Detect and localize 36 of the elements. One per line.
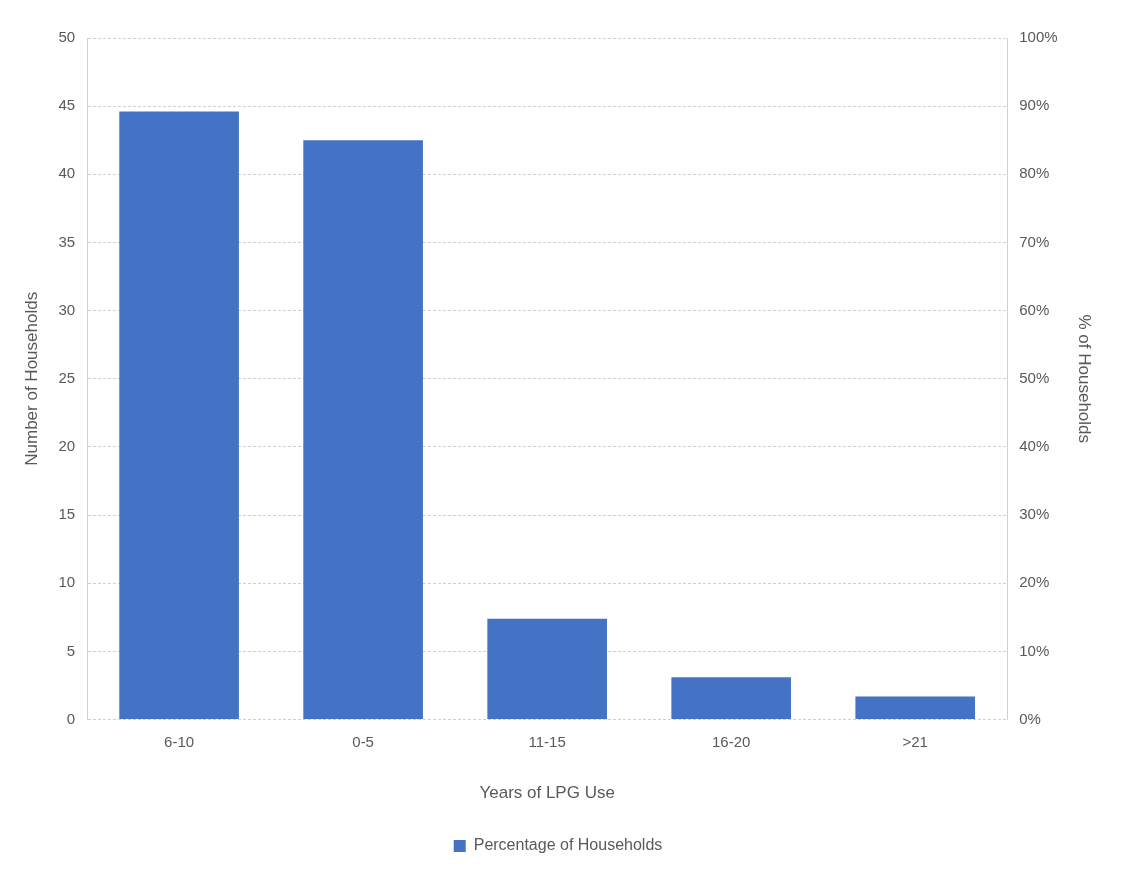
bar (119, 111, 239, 720)
y-tick-label: 5 (66, 641, 76, 659)
y2-tick-label: 40% (1019, 437, 1050, 455)
legend-label: Percentage of Households (473, 836, 663, 854)
y2-tick-label: 0% (1019, 709, 1041, 727)
x-tick-label: 11-15 (528, 732, 566, 750)
x-tick-label: 6-10 (164, 732, 195, 750)
x-axis-title: Years of LPG Use (479, 783, 615, 803)
y-tick-label: 45 (58, 96, 76, 114)
y-tick-label: 0 (66, 709, 76, 727)
y2-tick-label: 50% (1019, 368, 1050, 386)
bar (487, 618, 607, 720)
y-tick-label: 50 (58, 28, 76, 46)
x-tick-label: 16-20 (712, 732, 751, 750)
y-tick-label: 30 (58, 300, 76, 318)
y-tick-label: 15 (58, 505, 76, 523)
bar (671, 677, 791, 720)
y2-tick-label: 70% (1019, 232, 1050, 250)
y2-tick-label: 10% (1019, 641, 1050, 659)
y-tick-label: 35 (58, 232, 76, 250)
y2-tick-label: 90% (1019, 96, 1050, 114)
y2-tick-label: 80% (1019, 164, 1050, 182)
y2-tick-label: 100% (1019, 28, 1058, 46)
y-tick-label: 25 (58, 368, 76, 386)
y2-tick-label: 30% (1019, 505, 1050, 523)
x-tick-label: >21 (902, 732, 928, 750)
y-axis-title: Number of Households (21, 291, 41, 466)
y2-axis-title: % of Households (1075, 314, 1095, 444)
bar (855, 696, 976, 720)
y-tick-label: 40 (58, 164, 76, 182)
bar (303, 140, 423, 720)
x-tick-label: 0-5 (352, 732, 374, 750)
y2-tick-label: 60% (1019, 300, 1050, 318)
y2-tick-label: 20% (1019, 573, 1050, 591)
y-tick-label: 10 (58, 573, 76, 591)
y-tick-label: 20 (58, 437, 76, 455)
